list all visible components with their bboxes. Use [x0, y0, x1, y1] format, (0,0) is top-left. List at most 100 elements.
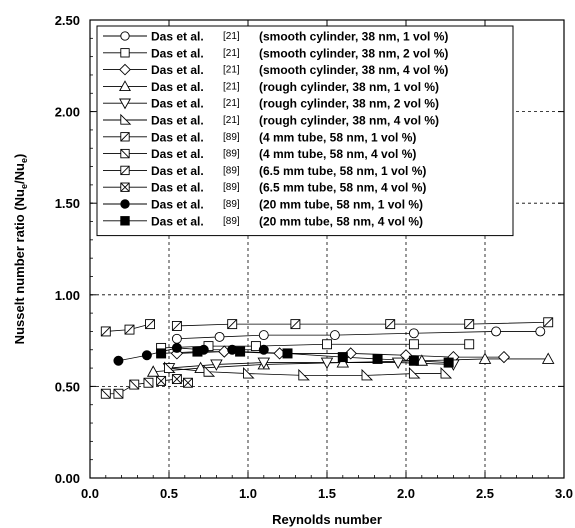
data-point	[171, 374, 182, 385]
x-tick-label: 1.0	[239, 486, 257, 501]
data-point	[145, 319, 155, 330]
data-point	[194, 361, 207, 374]
data-point	[227, 319, 238, 330]
marker-square-open	[120, 48, 130, 58]
data-point	[210, 359, 223, 371]
series-points-2	[170, 345, 511, 364]
data-point	[156, 375, 167, 386]
data-point	[100, 326, 111, 337]
data-point	[146, 365, 160, 377]
legend-description: (20 mm tube, 58 nm, 1 vol %)	[259, 198, 423, 212]
legend-description: (20 mm tube, 58 nm, 4 vol %)	[259, 214, 423, 228]
marker-square-x	[120, 182, 130, 192]
legend-ref: [21]	[223, 48, 240, 59]
data-point	[497, 350, 511, 364]
legend-author: Das et al.	[151, 114, 204, 128]
marker-diamond-open	[119, 63, 131, 76]
marker-square-slash	[120, 132, 130, 142]
y-tick-label: 1.00	[55, 288, 80, 303]
legend-description: (6.5 mm tube, 58 nm, 1 vol %)	[259, 164, 426, 178]
y-axis-title-sub2: e	[19, 158, 29, 163]
data-point	[337, 352, 348, 363]
legend-ref: [89]	[223, 149, 240, 160]
y-axis-title-sub1: e	[19, 184, 29, 189]
data-point	[344, 347, 357, 360]
legend-author: Das et al.	[151, 46, 204, 60]
series-points-9	[156, 374, 193, 388]
data-point	[124, 324, 135, 335]
series-points-7	[100, 377, 154, 399]
legend-entry: Das et al. [89] (20 mm tube, 58 nm, 1 vol …	[103, 198, 423, 212]
x-tick-label: 2.5	[476, 486, 494, 501]
data-point	[171, 333, 182, 344]
legend-entry: Das et al. [21] (rough cylinder, 38 nm, 2 …	[103, 97, 439, 111]
data-point	[464, 339, 475, 350]
marker-triangle-up-open	[119, 80, 131, 92]
series-line-0	[176, 331, 541, 340]
data-point	[258, 344, 269, 355]
y-tick-label: 2.00	[55, 105, 80, 120]
data-point	[408, 339, 419, 350]
legend-description: (smooth cylinder, 38 nm, 1 vol %)	[259, 30, 448, 44]
data-point	[100, 388, 111, 399]
legend-entry: Das et al. [89] (6.5 mm tube, 58 nm, 4 vol…	[103, 181, 426, 195]
legend-author: Das et al.	[151, 63, 204, 77]
data-point	[408, 366, 421, 379]
data-point	[478, 352, 492, 364]
marker-square-filled	[120, 216, 130, 226]
legend-author: Das et al.	[151, 181, 204, 195]
legend-description: (rough cylinder, 38 nm, 2 vol %)	[259, 97, 439, 111]
legend-author: Das et al.	[151, 214, 204, 228]
data-point	[464, 319, 475, 330]
tick-labels: 0.0 0.5 1.0 1.5 2.0 2.5 3.0 0.00 0.50 1.00 1.50 2.0…	[55, 13, 573, 501]
y-tick-label: 1.50	[55, 196, 80, 211]
data-point	[385, 319, 396, 330]
data-point	[408, 328, 419, 339]
legend-ref: [89]	[223, 132, 240, 143]
y-axis-title-end: )	[12, 154, 27, 158]
series-line-7	[105, 382, 149, 395]
marker-triangle-right-open	[120, 113, 132, 125]
data-point	[415, 354, 429, 366]
y-axis-title-mid: /Nu	[12, 163, 27, 184]
x-tick-label: 1.5	[318, 486, 336, 501]
y-axis-title-main: Nusselt number ratio (Nu	[12, 189, 27, 344]
series-points-11	[156, 346, 454, 368]
legend-ref: [89]	[223, 216, 240, 227]
data-point	[290, 319, 301, 330]
legend-author: Das et al.	[151, 30, 204, 44]
legend-description: (rough cylinder, 38 nm, 1 vol %)	[259, 80, 439, 94]
legend-description: (smooth cylinder, 38 nm, 4 vol %)	[259, 63, 448, 77]
legend-author: Das et al.	[151, 164, 204, 178]
data-point	[156, 348, 167, 359]
series-points-0	[171, 326, 546, 344]
legend-ref: [89]	[223, 165, 240, 176]
legend-author: Das et al.	[151, 147, 204, 161]
marker-square-backslash	[120, 148, 130, 159]
data-point	[257, 357, 271, 370]
data-point	[440, 366, 453, 379]
y-tick-label: 2.50	[55, 13, 80, 28]
legend-entry: Das et al. [89] (4 mm tube, 58 nm, 1 vol %…	[103, 130, 416, 144]
legend-ref: [89]	[223, 199, 240, 210]
data-point	[329, 330, 340, 341]
marker-square-slash	[120, 165, 130, 176]
data-point	[322, 339, 332, 350]
data-point	[113, 388, 124, 399]
series-points-10	[113, 342, 269, 366]
data-point	[235, 346, 246, 357]
legend-entry: Das et al. [21] (smooth cylinder, 38 nm, 1…	[103, 30, 448, 44]
data-point	[372, 353, 383, 364]
data-point	[298, 368, 310, 381]
legend-description: (rough cylinder, 38 nm, 4 vol %)	[259, 114, 439, 128]
legend-entry: Das et al. [21] (rough cylinder, 38 nm, 1 …	[103, 80, 439, 94]
legend: Das et al. [21] (smooth cylinder, 38 nm, 1…	[96, 25, 514, 237]
legend-ref: [89]	[223, 182, 240, 193]
x-axis-title: Reynolds number	[272, 512, 382, 527]
legend-entry: Das et al. [21] (smooth cylinder, 38 nm, 2…	[103, 46, 448, 60]
legend-entry: Das et al. [89] (20 mm tube, 58 nm, 4 vol …	[103, 214, 423, 228]
legend-box	[96, 25, 514, 237]
data-point	[164, 361, 176, 374]
data-point	[443, 357, 454, 368]
